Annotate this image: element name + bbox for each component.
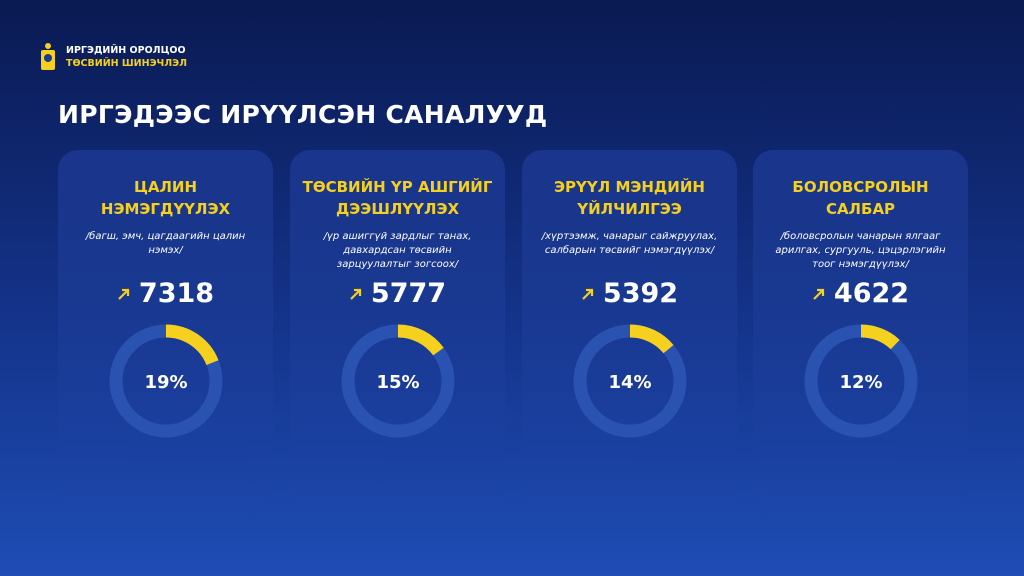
count-row: 7318 [58, 278, 273, 309]
donut-arc [860, 324, 900, 350]
arrow [350, 288, 362, 300]
logo-line: ТӨСВИЙН ШИНЭЧЛЭЛ [66, 58, 187, 69]
logo: ИРГЭДИЙН ОРОЛЦОО ТӨСВИЙН ШИНЭЧЛЭЛ [38, 42, 187, 72]
donut: 14% [573, 324, 686, 438]
donut-arc [629, 324, 674, 354]
arrow [582, 288, 594, 300]
card: БОЛОВСРОЛЫН САЛБАР/боловсролын чанарын ял… [753, 150, 968, 510]
card-title-line: ҮЙЛЧИЛГЭЭ [577, 200, 682, 218]
percent-label: 15% [376, 372, 419, 393]
count: 7318 [138, 278, 215, 309]
card-title: ТӨСВИЙН ҮР АШГИЙГ ДЭЭШЛҮҮЛЭХ [290, 176, 505, 220]
percent-label: 14% [608, 372, 651, 393]
count: 5777 [370, 278, 447, 309]
count-row: 5777 [290, 278, 505, 309]
logo-line: ИРГЭДИЙН ОРОЛЦОО [66, 45, 186, 56]
logo-text: ИРГЭДИЙН ОРОЛЦОО ТӨСВИЙН ШИНЭЧЛЭЛ [66, 44, 187, 70]
title: ИРГЭДЭЭС ИРҮҮЛСЭН САНАЛУУД [58, 100, 548, 129]
donut: 19% [109, 324, 222, 438]
card-subtitle: /хүртээмж, чанарыг сайжруулах, салбарын … [541, 231, 718, 256]
donut-arc [165, 324, 219, 366]
card-title-line: САЛБАР [825, 200, 896, 218]
count: 4622 [833, 278, 910, 309]
card-title-line: НЭМЭГДҮҮЛЭХ [100, 200, 231, 218]
arrow-icon [582, 288, 594, 300]
emblem [41, 43, 55, 70]
card-subtitle: /багш, эмч, цагдаагийн цалин нэмэх/ [85, 231, 246, 256]
card-subtitle: /боловсролын чанарын ялгааг арилгах, сур… [775, 231, 946, 270]
donut-arc [397, 324, 444, 356]
donut: 12% [804, 324, 917, 438]
arrow-icon [118, 288, 130, 300]
arrow-icon [350, 288, 362, 300]
card: ЭРҮҮЛ МЭНДИЙН ҮЙЛЧИЛГЭЭ/хүртээмж, чанарыг… [522, 150, 737, 510]
card-title: ЭРҮҮЛ МЭНДИЙН ҮЙЛЧИЛГЭЭ [522, 176, 737, 220]
count-row: 4622 [753, 278, 968, 309]
card-title-line: ЦАЛИН [133, 178, 198, 196]
card-title-line: ДЭЭШЛҮҮЛЭХ [335, 200, 460, 218]
card-title: БОЛОВСРОЛЫН САЛБАР [753, 176, 968, 220]
arrow-icon [813, 288, 825, 300]
count: 5392 [602, 278, 679, 309]
card-title: ЦАЛИН НЭМЭГДҮҮЛЭХ [58, 176, 273, 220]
count-row: 5392 [522, 278, 737, 309]
percent-label: 19% [144, 372, 187, 393]
card: ТӨСВИЙН ҮР АШГИЙГ ДЭЭШЛҮҮЛЭХ/үр ашиггүй з… [290, 150, 505, 510]
card-title-line: ЭРҮҮЛ МЭНДИЙН [554, 178, 705, 196]
donut: 15% [341, 324, 454, 438]
card-title-line: ТӨСВИЙН ҮР АШГИЙГ [302, 178, 493, 196]
card-title-line: БОЛОВСРОЛЫН [792, 178, 929, 196]
card: ЦАЛИН НЭМЭГДҮҮЛЭХ/багш, эмч, цагдаагийн ц… [58, 150, 273, 510]
arrow [813, 288, 825, 300]
arrow [118, 288, 130, 300]
card-subtitle: /үр ашиггүй зардлыг танах, давхардсан тө… [323, 231, 472, 270]
percent-label: 12% [839, 372, 882, 393]
